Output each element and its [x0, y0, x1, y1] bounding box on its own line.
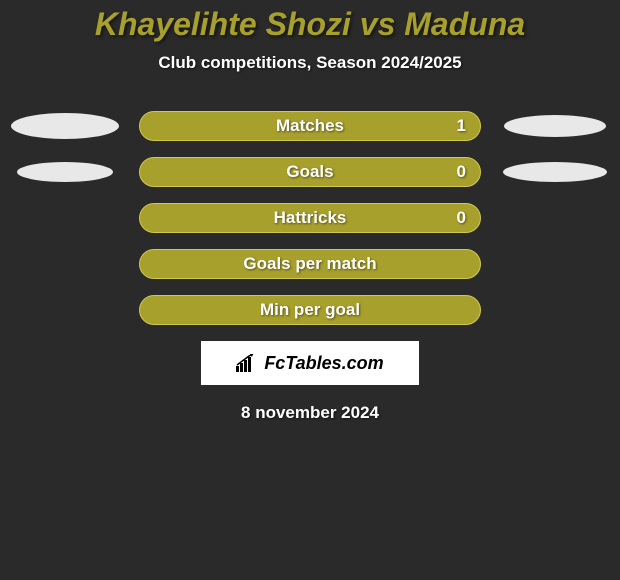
stat-row: Goals per match — [0, 249, 620, 279]
comparison-title: Khayelihte Shozi vs Maduna — [0, 0, 620, 43]
brand-badge: FcTables.com — [201, 341, 419, 385]
stat-label: Matches — [276, 116, 344, 136]
stat-row: Hattricks 0 — [0, 203, 620, 233]
stat-label: Goals — [286, 162, 333, 182]
stat-bar: Matches 1 — [139, 111, 481, 141]
stat-value: 0 — [457, 162, 466, 182]
stat-label: Hattricks — [274, 208, 347, 228]
player-left-ellipse — [11, 113, 119, 139]
stat-bar: Min per goal — [139, 295, 481, 325]
stat-row: Matches 1 — [0, 111, 620, 141]
stat-value: 0 — [457, 208, 466, 228]
stat-value: 1 — [457, 116, 466, 136]
stat-bar: Goals 0 — [139, 157, 481, 187]
snapshot-date: 8 november 2024 — [0, 403, 620, 423]
stat-bar: Goals per match — [139, 249, 481, 279]
stat-label: Min per goal — [260, 300, 360, 320]
left-marker-slot — [11, 162, 119, 182]
player-right-ellipse — [504, 115, 606, 137]
stat-rows: Matches 1 Goals 0 Hattricks 0 Goals per match M… — [0, 111, 620, 325]
brand-text: FcTables.com — [264, 353, 383, 374]
comparison-subtitle: Club competitions, Season 2024/2025 — [0, 53, 620, 73]
stat-row: Goals 0 — [0, 157, 620, 187]
chart-icon — [236, 354, 258, 372]
player-right-ellipse — [503, 162, 607, 182]
stat-bar: Hattricks 0 — [139, 203, 481, 233]
player-left-ellipse — [17, 162, 113, 182]
right-marker-slot — [501, 162, 609, 182]
stat-row: Min per goal — [0, 295, 620, 325]
stat-label: Goals per match — [243, 254, 376, 274]
left-marker-slot — [11, 113, 119, 139]
right-marker-slot — [501, 115, 609, 137]
